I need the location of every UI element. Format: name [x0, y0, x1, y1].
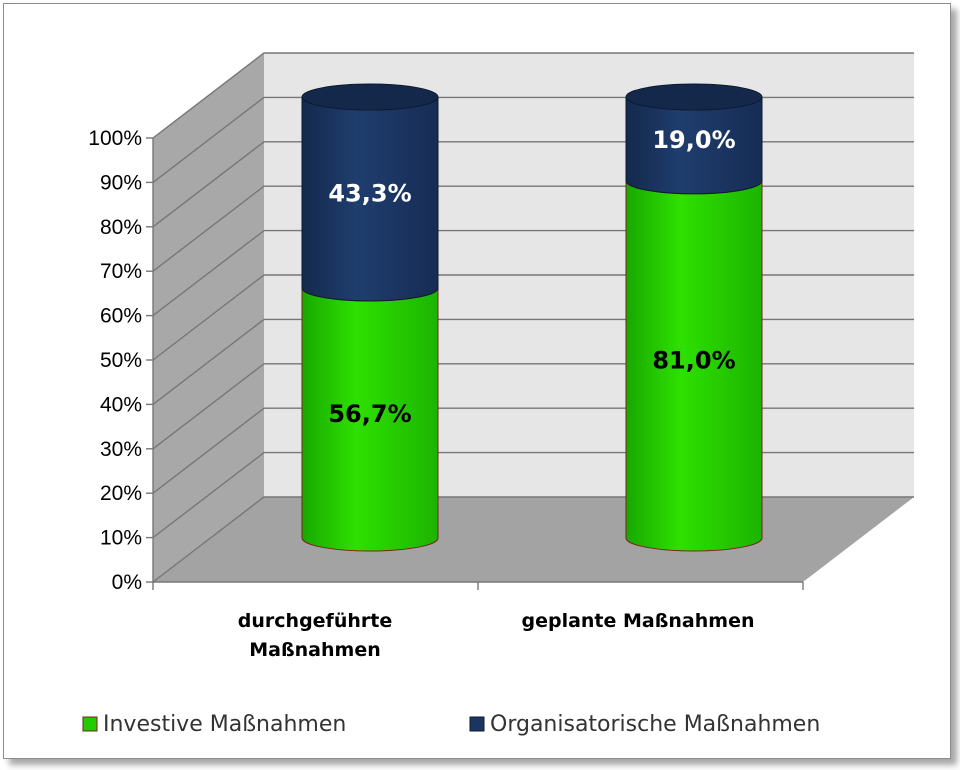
legend: Investive Maßnahmen Organisatorische Maß… [82, 712, 820, 737]
bar-1: 56,7% 43,3% [301, 83, 439, 552]
y-tick-label: 20% [100, 482, 142, 505]
bar-top-cap [301, 83, 439, 111]
y-tick-label: 40% [100, 393, 142, 416]
gridline [152, 52, 914, 139]
y-tick-label: 50% [100, 349, 142, 372]
data-label: 56,7% [328, 400, 411, 428]
y-tick-label: 100% [88, 127, 142, 150]
floor [153, 497, 914, 582]
category-axis: durchgeführte Maßnahmen geplante Maßnahmen [238, 610, 755, 661]
y-tick-label: 80% [100, 216, 142, 239]
y-tick-label: 60% [100, 305, 142, 328]
y-tick-label: 70% [100, 260, 142, 283]
bar-2: 81,0% 19,0% [625, 83, 763, 552]
y-tick-label: 10% [100, 527, 142, 550]
x-category-label: durchgeführte Maßnahmen [238, 610, 392, 661]
y-tick-label: 90% [100, 171, 142, 194]
y-tick-label: 0% [112, 571, 142, 594]
data-label: 81,0% [652, 346, 735, 374]
y-tick-label: 30% [100, 438, 142, 461]
x-category-label: geplante Maßnahmen [521, 610, 754, 632]
legend-swatch-investive [82, 716, 98, 732]
bar-top-cap [625, 83, 763, 111]
legend-label-organisatorisch: Organisatorische Maßnahmen [490, 712, 820, 737]
legend-swatch-organisatorisch [469, 716, 485, 732]
value-axis: 0% 10% 20% 30% 40% 50% 60% 70% 80% 90% 100% [88, 127, 804, 594]
data-label: 19,0% [652, 126, 735, 154]
legend-label-investive: Investive Maßnahmen [103, 712, 346, 737]
bar-group: 56,7% 43,3% 81,0% 19,0% [301, 83, 763, 552]
data-label: 43,3% [328, 179, 411, 207]
